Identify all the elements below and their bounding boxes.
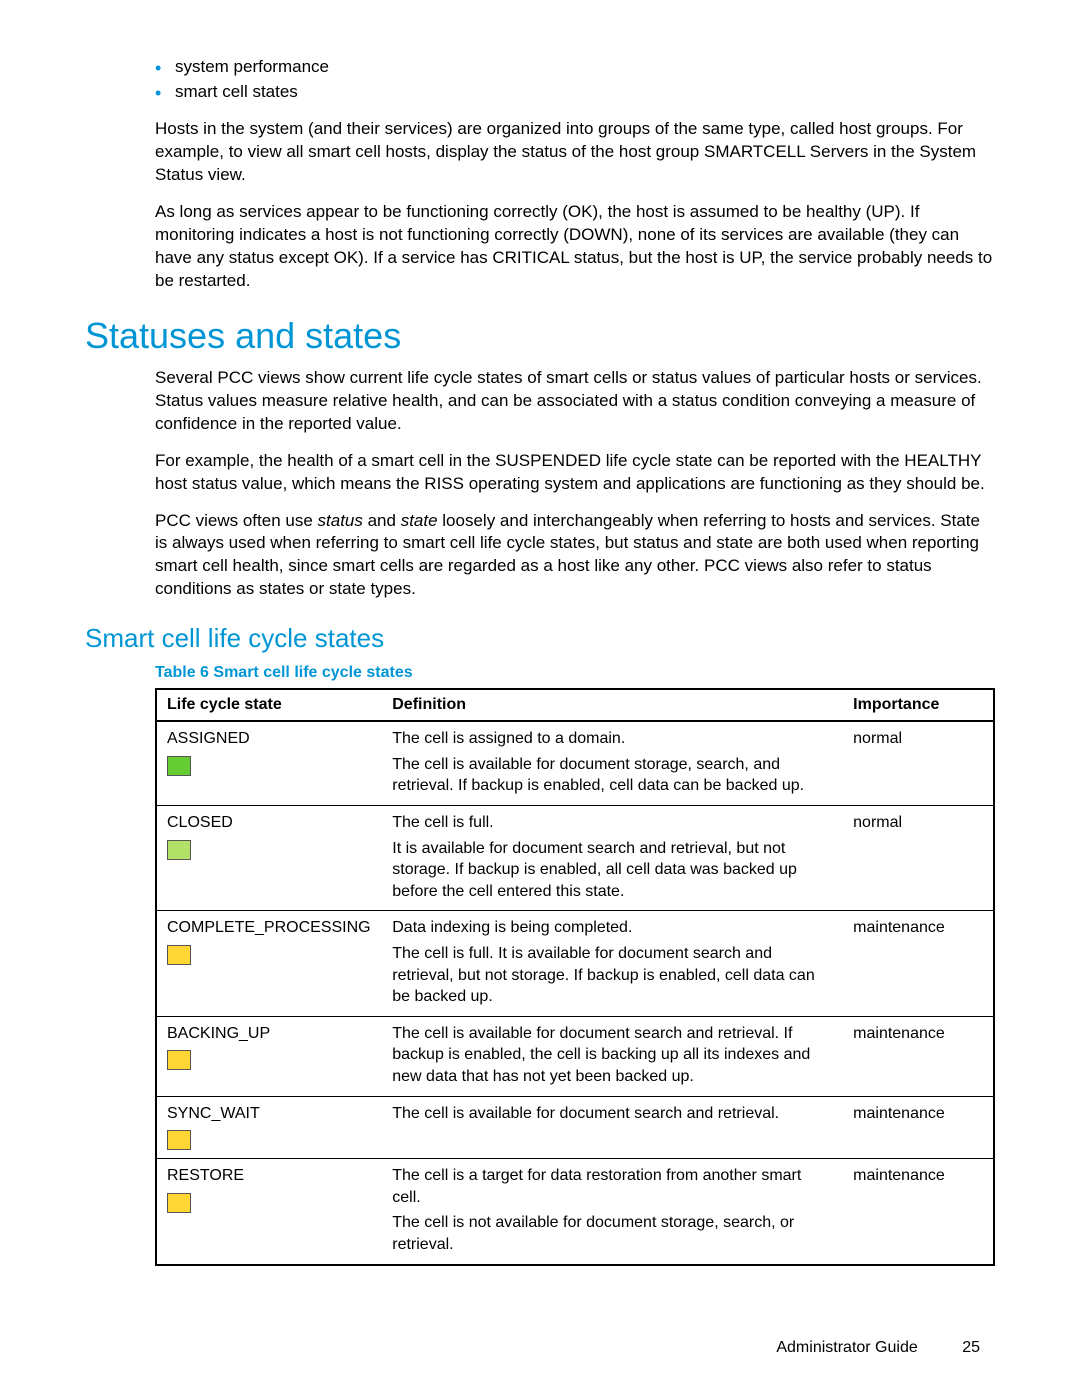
col-header-importance: Importance — [843, 689, 994, 721]
definition-line: The cell is not available for document s… — [392, 1212, 833, 1255]
italic-term: status — [318, 511, 363, 530]
cell-importance: maintenance — [843, 911, 994, 1016]
paragraph: PCC views often use status and state loo… — [155, 510, 995, 602]
page-footer: Administrator Guide 25 — [776, 1339, 980, 1357]
table-row: RESTORE The cell is a target for data res… — [156, 1159, 994, 1265]
state-label: BACKING_UP — [167, 1023, 372, 1045]
cell-importance: normal — [843, 721, 994, 805]
cell-importance: maintenance — [843, 1159, 994, 1265]
state-label: SYNC_WAIT — [167, 1103, 372, 1125]
state-label: CLOSED — [167, 812, 372, 834]
state-color-swatch — [167, 840, 191, 860]
bullet-item: system performance — [155, 55, 995, 80]
definition-line: The cell is a target for data restoratio… — [392, 1165, 833, 1208]
table-row: CLOSED The cell is full. It is available f… — [156, 806, 994, 911]
section-heading-statuses-and-states: Statuses and states — [85, 315, 995, 357]
cell-state: SYNC_WAIT — [156, 1096, 382, 1159]
state-label: COMPLETE_PROCESSING — [167, 917, 372, 939]
state-color-swatch — [167, 1193, 191, 1213]
state-color-swatch — [167, 1050, 191, 1070]
table-row: ASSIGNED The cell is assigned to a domain… — [156, 721, 994, 805]
cell-definition: Data indexing is being completed. The cel… — [382, 911, 843, 1016]
cell-state: BACKING_UP — [156, 1016, 382, 1096]
life-cycle-states-table: Life cycle state Definition Importance A… — [155, 688, 995, 1265]
definition-line: The cell is available for document stora… — [392, 754, 833, 797]
cell-state: COMPLETE_PROCESSING — [156, 911, 382, 1016]
definition-line: The cell is available for document searc… — [392, 1023, 833, 1088]
paragraph: Several PCC views show current life cycl… — [155, 367, 995, 436]
body-content: system performance smart cell states Hos… — [155, 55, 995, 293]
table-row: COMPLETE_PROCESSING Data indexing is bein… — [156, 911, 994, 1016]
col-header-state: Life cycle state — [156, 689, 382, 721]
cell-state: RESTORE — [156, 1159, 382, 1265]
cell-importance: maintenance — [843, 1016, 994, 1096]
table-header-row: Life cycle state Definition Importance — [156, 689, 994, 721]
italic-term: state — [401, 511, 438, 530]
definition-line: It is available for document search and … — [392, 838, 833, 903]
state-label: ASSIGNED — [167, 728, 372, 750]
intro-bullet-list: system performance smart cell states — [155, 55, 995, 104]
cell-definition: The cell is available for document searc… — [382, 1016, 843, 1096]
cell-importance: normal — [843, 806, 994, 911]
cell-state: ASSIGNED — [156, 721, 382, 805]
cell-state: CLOSED — [156, 806, 382, 911]
cell-importance: maintenance — [843, 1096, 994, 1159]
state-color-swatch — [167, 945, 191, 965]
text-run: PCC views often use — [155, 511, 318, 530]
cell-definition: The cell is a target for data restoratio… — [382, 1159, 843, 1265]
definition-line: The cell is assigned to a domain. — [392, 728, 833, 750]
cell-definition: The cell is available for document searc… — [382, 1096, 843, 1159]
state-color-swatch — [167, 756, 191, 776]
subsection-heading-smart-cell-life-cycle-states: Smart cell life cycle states — [85, 623, 995, 654]
text-run: and — [363, 511, 401, 530]
section-body: Several PCC views show current life cycl… — [155, 367, 995, 601]
table-section: Table 6 Smart cell life cycle states Lif… — [155, 664, 995, 1265]
paragraph: As long as services appear to be functio… — [155, 201, 995, 293]
footer-title: Administrator Guide — [776, 1339, 917, 1356]
table-row: SYNC_WAIT The cell is available for docum… — [156, 1096, 994, 1159]
state-label: RESTORE — [167, 1165, 372, 1187]
definition-line: Data indexing is being completed. — [392, 917, 833, 939]
paragraph: Hosts in the system (and their services)… — [155, 118, 995, 187]
table-row: BACKING_UP The cell is available for docu… — [156, 1016, 994, 1096]
paragraph: For example, the health of a smart cell … — [155, 450, 995, 496]
definition-line: The cell is full. — [392, 812, 833, 834]
cell-definition: The cell is assigned to a domain. The cel… — [382, 721, 843, 805]
col-header-definition: Definition — [382, 689, 843, 721]
definition-line: The cell is available for document searc… — [392, 1103, 833, 1125]
table-caption: Table 6 Smart cell life cycle states — [155, 664, 995, 682]
bullet-item: smart cell states — [155, 80, 995, 105]
cell-definition: The cell is full. It is available for doc… — [382, 806, 843, 911]
state-color-swatch — [167, 1130, 191, 1150]
footer-page-number: 25 — [962, 1339, 980, 1356]
definition-line: The cell is full. It is available for do… — [392, 943, 833, 1008]
